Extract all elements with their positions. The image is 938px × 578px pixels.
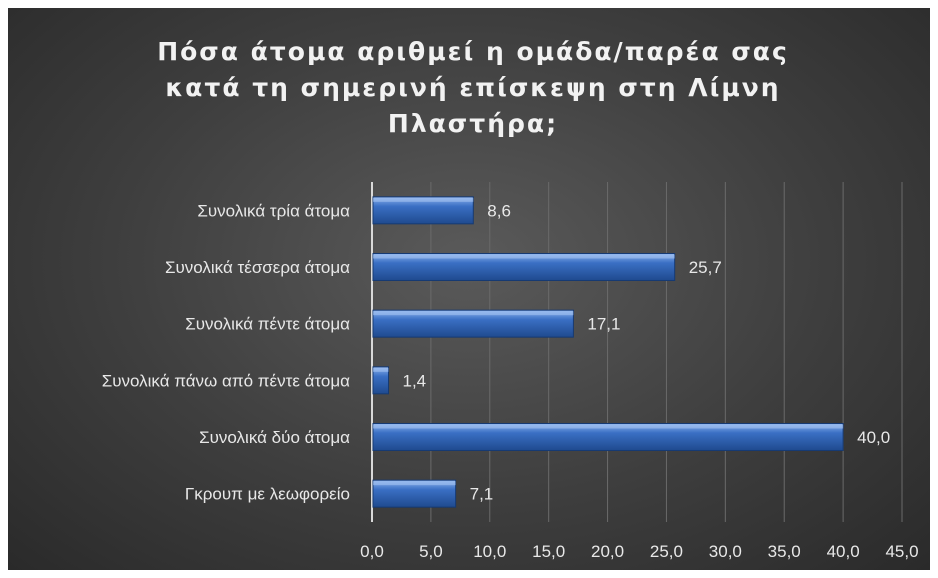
category-label: Συνολικά τρία άτομα — [197, 201, 350, 220]
x-tick-label: 30,0 — [709, 542, 742, 561]
category-label: Συνολικά πάνω από πέντε άτομα — [102, 371, 350, 390]
x-tick-label: 45,0 — [885, 542, 918, 561]
x-tick-label: 10,0 — [473, 542, 506, 561]
x-tick-label: 25,0 — [650, 542, 683, 561]
bar-highlight — [373, 311, 574, 316]
bar-highlight — [373, 424, 844, 429]
x-tick-label: 20,0 — [591, 542, 624, 561]
chart-area: Πόσα άτομα αριθμεί η ομάδα/παρέα σας κατ… — [8, 8, 930, 570]
bar-highlight — [373, 197, 474, 202]
category-label: Συνολικά τέσσερα άτομα — [165, 258, 350, 277]
x-tick-label: 40,0 — [827, 542, 860, 561]
data-label: 1,4 — [402, 371, 426, 390]
data-label: 8,6 — [487, 201, 511, 220]
category-label: Συνολικά δύο άτομα — [199, 428, 350, 447]
data-label: 40,0 — [857, 428, 890, 447]
bar-highlight — [373, 481, 456, 486]
category-label: Συνολικά πέντε άτομα — [185, 315, 350, 334]
x-tick-label: 5,0 — [419, 542, 443, 561]
data-label: 7,1 — [470, 485, 494, 504]
x-tick-label: 35,0 — [768, 542, 801, 561]
data-label: 17,1 — [587, 315, 620, 334]
bar-highlight — [373, 254, 675, 259]
category-label: Γκρουπ με λεωφορείο — [185, 485, 350, 504]
chart-title: Πόσα άτομα αριθμεί η ομάδα/παρέα σας κατ… — [157, 37, 789, 138]
x-tick-label: 15,0 — [532, 542, 565, 561]
x-tick-label: 0,0 — [360, 542, 384, 561]
bar-highlight — [373, 367, 389, 372]
data-label: 25,7 — [689, 258, 722, 277]
bar — [372, 366, 389, 395]
